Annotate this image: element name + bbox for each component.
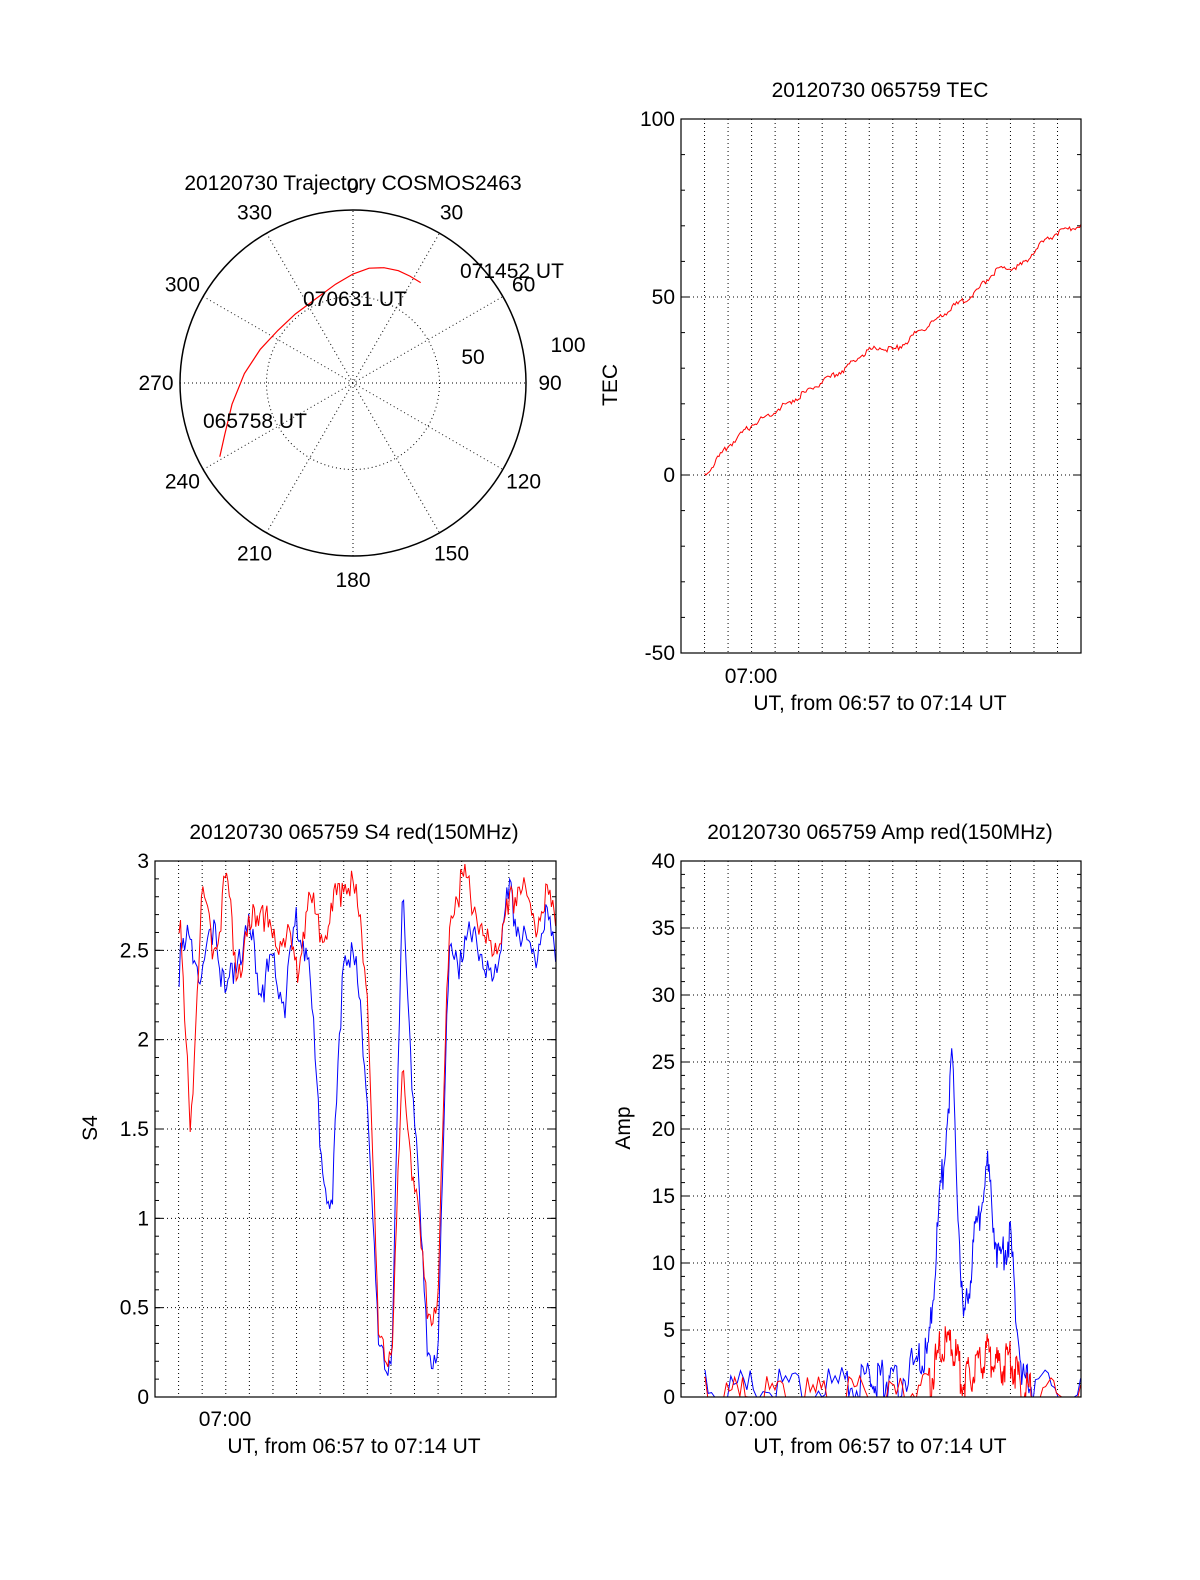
y-tick-label: 10 [652,1252,675,1275]
red-series-line [704,1326,1082,1398]
plot-frame [680,860,1082,1398]
annotation-mid-time: 070631 UT [303,288,407,311]
y-tick-label: 0 [663,464,675,487]
y-tick-label: 50 [652,286,675,309]
polar-angle-label: 0 [347,175,359,198]
polar-angle-label: 90 [538,372,561,395]
y-tick-label: 20 [652,1118,675,1141]
tec-xlabel: UT, from 06:57 to 07:14 UT [753,692,1006,715]
polar-inner-ring [266,296,440,470]
y-tick-label: 40 [652,850,675,873]
y-tick-label: 2.5 [120,939,149,962]
y-tick-label: 15 [652,1185,675,1208]
trajectory-polar-chart: 20120730 Trajectory COSMOS2463 0 30 60 90 12… [138,172,585,592]
amp-title: 20120730 065759 Amp red(150MHz) [707,821,1053,844]
y-tick-label: 0.5 [120,1297,149,1320]
blue-series-line [704,1048,1082,1398]
polar-angle-label: 300 [165,274,200,297]
polar-angle-labels: 0 30 60 90 120 150 180 210 240 270 300 330 [138,175,561,592]
annotation-end-time: 071452 UT [460,260,564,283]
polar-angle-label: 120 [506,471,541,494]
polar-angle-label: 330 [237,201,272,224]
s4-ylabel: S4 [79,1115,102,1141]
polar-angle-label: 210 [237,543,272,566]
y-tick-label: 3 [137,850,149,873]
s4-x-tick-label: 07:00 [199,1408,252,1431]
red-series-line [704,223,1082,476]
y-tick-label: 5 [663,1319,675,1342]
blue-series-line [178,877,557,1376]
trajectory-title: 20120730 Trajectory COSMOS2463 [184,172,521,195]
tec-ylabel: TEC [599,364,622,406]
trajectory-line [219,267,422,457]
polar-grid [179,209,527,557]
polar-angle-label: 240 [165,471,200,494]
plot-frame [680,118,1082,654]
y-tick-label: 100 [640,108,675,131]
polar-radial-labels: 50 100 [461,334,585,369]
polar-angle-label: 270 [138,372,173,395]
trajectory-series [219,267,422,457]
polar-spoke [266,232,440,534]
y-tick-label: 1 [137,1207,149,1230]
y-tick-label: 0 [137,1386,149,1409]
polar-angle-label: 30 [440,201,463,224]
y-tick-label: 25 [652,1051,675,1074]
y-tick-label: -50 [645,642,675,665]
polar-radial-label: 100 [550,334,585,357]
annotation-start-time: 065758 UT [203,410,307,433]
plot-frame [154,860,557,1398]
amp-chart: 20120730 065759 Amp red(150MHz) Amp 07:0… [612,821,1082,1458]
polar-angle-label: 150 [434,543,469,566]
red-series-line [178,863,557,1367]
polar-angle-label: 180 [335,569,370,592]
tec-title: 20120730 065759 TEC [772,79,989,102]
y-tick-label: 0 [663,1386,675,1409]
amp-x-tick-label: 07:00 [725,1408,778,1431]
tec-chart: 20120730 065759 TEC TEC 07:00 UT, from 0… [599,79,1082,715]
polar-angle-label: 60 [512,274,535,297]
y-tick-label: 35 [652,917,675,940]
y-tick-label: 30 [652,984,675,1007]
s4-title: 20120730 065759 S4 red(150MHz) [189,821,518,844]
tec-x-tick-label: 07:00 [725,665,778,688]
amp-ylabel: Amp [612,1106,635,1149]
y-tick-label: 2 [137,1029,149,1052]
s4-chart: 20120730 065759 S4 red(150MHz) S4 07:00 … [79,821,557,1458]
amp-xlabel: UT, from 06:57 to 07:14 UT [753,1435,1006,1458]
polar-radial-label: 50 [461,346,484,369]
y-tick-label: 1.5 [120,1118,149,1141]
s4-xlabel: UT, from 06:57 to 07:14 UT [227,1435,480,1458]
